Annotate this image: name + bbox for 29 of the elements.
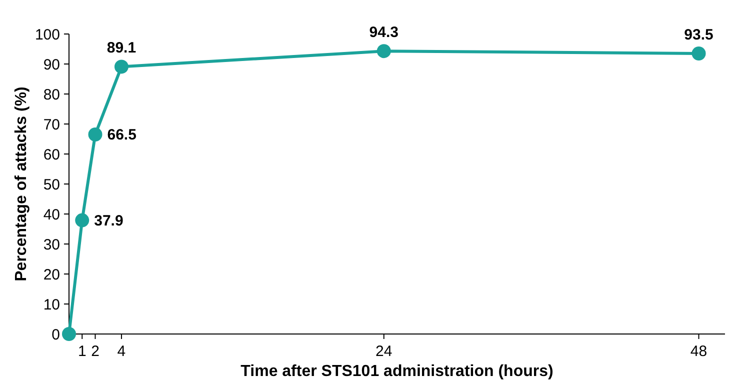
point xyxy=(88,128,102,142)
x-tick-label: 1 xyxy=(78,343,86,360)
y-tick-label: 60 xyxy=(43,146,60,164)
y-tick-label: 10 xyxy=(43,296,60,314)
data-label: 66.5 xyxy=(107,126,136,144)
y-tick-label: 70 xyxy=(43,116,60,134)
data-label: 93.5 xyxy=(684,26,714,44)
data-label: 89.1 xyxy=(106,40,136,57)
point xyxy=(75,213,90,228)
point xyxy=(692,46,706,60)
data-label: 37.9 xyxy=(94,212,124,230)
x-tick-label: 24 xyxy=(376,343,392,360)
y-tick-label: 20 xyxy=(43,266,60,284)
y-tick-label: 90 xyxy=(43,56,60,74)
point xyxy=(114,60,128,74)
y-tick-label: 40 xyxy=(43,206,60,224)
x-tick-label: 4 xyxy=(117,343,126,360)
point xyxy=(376,44,391,58)
x-tick-label: 2 xyxy=(91,343,100,360)
data-label: 94.3 xyxy=(369,24,398,42)
y-tick-label: 50 xyxy=(43,176,60,194)
point xyxy=(62,327,76,341)
x-tick-label: 48 xyxy=(690,343,708,360)
y-tick-label: 100 xyxy=(34,26,60,44)
y-tick-label: 80 xyxy=(43,86,60,104)
y-axis-title: Percentage of attacks (%) xyxy=(13,86,30,282)
y-tick-label: 0 xyxy=(52,326,60,344)
y-tick-label: 30 xyxy=(43,236,60,254)
x-axis-title: Time after STS101 administration (hours) xyxy=(240,363,554,380)
